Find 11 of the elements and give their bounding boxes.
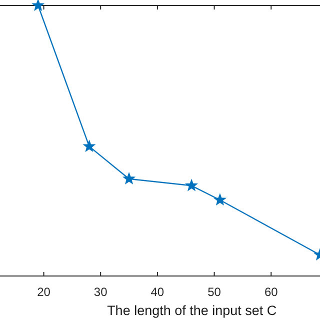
x-axis-title: The length of the input set C	[107, 303, 277, 318]
x-tick-label: 40	[150, 285, 164, 299]
x-tick-label: 60	[264, 285, 278, 299]
x-tick-label: 30	[94, 285, 108, 299]
point	[186, 180, 197, 190]
x-tick-label: 50	[208, 285, 222, 299]
point	[124, 173, 134, 184]
point	[214, 194, 226, 205]
point	[32, 0, 44, 10]
point	[84, 140, 95, 152]
x-tick-label: 20	[37, 285, 51, 299]
